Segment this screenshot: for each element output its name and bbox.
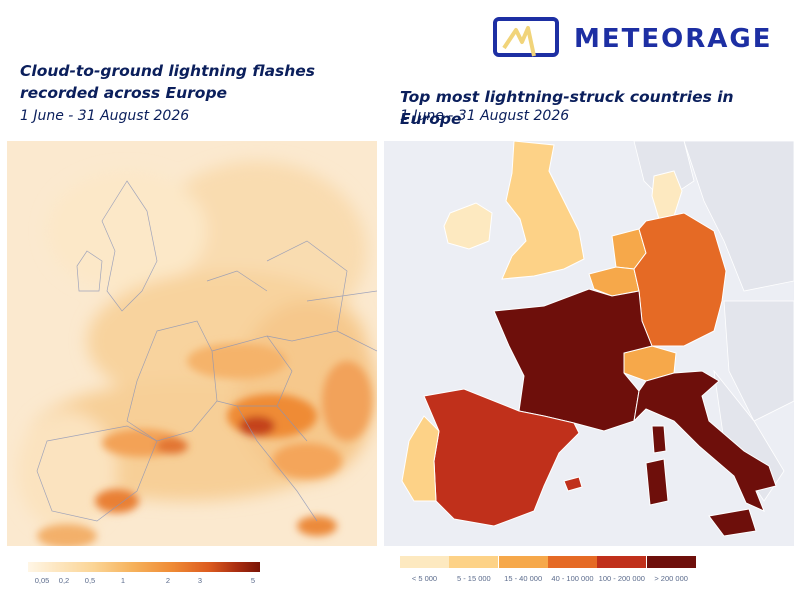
density-hotspots [37, 343, 372, 546]
legend-swatch [400, 556, 449, 568]
density-map-svg [7, 141, 377, 546]
country-italy[interactable] [633, 370, 777, 512]
density-tick-label: 1 [120, 576, 126, 585]
legend-class-label: > 200 000 [654, 574, 688, 583]
right-panel-subtitle: 1 June - 31 August 2026 [400, 108, 570, 124]
left-panel-title: Cloud-to-ground lightning flashes record… [20, 60, 360, 104]
legend-swatch [547, 556, 597, 568]
density-tick-label: 0,5 [84, 576, 96, 585]
choropleth-svg [384, 141, 794, 546]
brand-name: METEORAGE [574, 24, 773, 54]
country-ireland[interactable] [443, 202, 493, 250]
density-legend-ticks: 0,05 0,2 0,5 1 2 3 5 [28, 576, 260, 590]
legend-swatch [449, 556, 499, 568]
country-germany[interactable] [633, 212, 727, 347]
country-italy-sardinia[interactable] [645, 458, 669, 506]
right-panel-title: Top most lightning-struck countries in E… [400, 88, 734, 128]
left-title-line1: Cloud-to-ground lightning flashes [20, 62, 316, 80]
borders [36, 180, 377, 522]
legend-swatch [597, 556, 647, 568]
density-tick-label: 3 [197, 576, 203, 585]
country-spain-balearic[interactable] [563, 476, 583, 492]
country-united-kingdom[interactable] [501, 141, 585, 280]
density-tick-label: 5 [250, 576, 256, 585]
legend-swatch [646, 556, 696, 568]
density-color-ramp [28, 562, 260, 572]
density-tick-label: 0,2 [58, 576, 70, 585]
country-portugal[interactable] [401, 415, 440, 502]
country-france-corsica[interactable] [651, 425, 667, 454]
lightning-density-map [7, 141, 377, 546]
country-france[interactable] [493, 288, 653, 432]
country-legend-labels: < 5 000 5 - 15 000 15 - 40 000 40 - 100 000… [400, 574, 696, 588]
density-legend: 0,05 0,2 0,5 1 2 3 5 [28, 562, 260, 590]
meteorage-logo: METEORAGE [492, 14, 782, 64]
legend-class-label: < 5 000 [411, 574, 438, 583]
density-tick-label: 0,05 [34, 576, 50, 585]
country-choropleth-map [384, 141, 794, 546]
logo-lightning-icon [493, 17, 559, 57]
density-tick-label: 2 [165, 576, 171, 585]
legend-swatch [498, 556, 548, 568]
country-legend-swatches [400, 556, 696, 568]
legend-class-label: 40 - 100 000 [551, 574, 594, 583]
legend-class-label: 5 - 15 000 [456, 574, 491, 583]
legend-class-label: 100 - 200 000 [598, 574, 645, 583]
left-title-line2: recorded across Europe [20, 84, 228, 102]
country-legend: < 5 000 5 - 15 000 15 - 40 000 40 - 100 000… [400, 556, 696, 588]
left-panel-subtitle: 1 June - 31 August 2026 [20, 108, 190, 124]
country-italy-sicily[interactable] [708, 508, 757, 537]
legend-class-label: 15 - 40 000 [504, 574, 543, 583]
